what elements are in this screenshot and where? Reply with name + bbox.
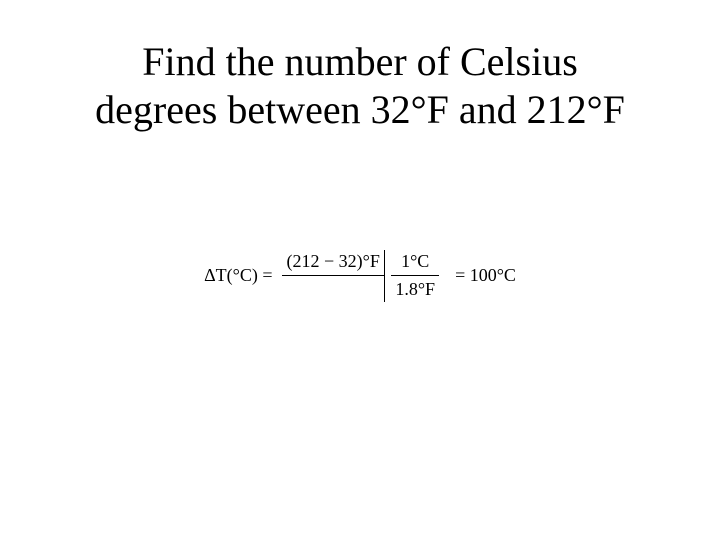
- equation: ΔT(°C) = (212 − 32)°F 1°C 1.8°F = 100°C: [204, 250, 516, 302]
- slide-title: Find the number of Celsius degrees betwe…: [0, 38, 720, 134]
- equation-fraction-group: (212 − 32)°F 1°C 1.8°F: [282, 250, 445, 302]
- equation-lhs: ΔT(°C) =: [204, 265, 272, 286]
- title-line-2: degrees between 32°F and 212°F: [95, 87, 625, 132]
- equation-conversion: 1°C 1.8°F: [385, 250, 445, 302]
- frac1-numerator: (212 − 32)°F: [282, 250, 383, 276]
- slide: Find the number of Celsius degrees betwe…: [0, 0, 720, 540]
- conversion-denominator: 1.8°F: [385, 276, 445, 301]
- equation-container: ΔT(°C) = (212 − 32)°F 1°C 1.8°F = 100°C: [0, 250, 720, 302]
- conversion-numerator: 1°C: [391, 250, 439, 276]
- frac1-denominator: [327, 276, 340, 301]
- equation-rhs: = 100°C: [455, 265, 516, 286]
- title-line-1: Find the number of Celsius: [142, 39, 578, 84]
- equation-frac1: (212 − 32)°F: [282, 250, 383, 302]
